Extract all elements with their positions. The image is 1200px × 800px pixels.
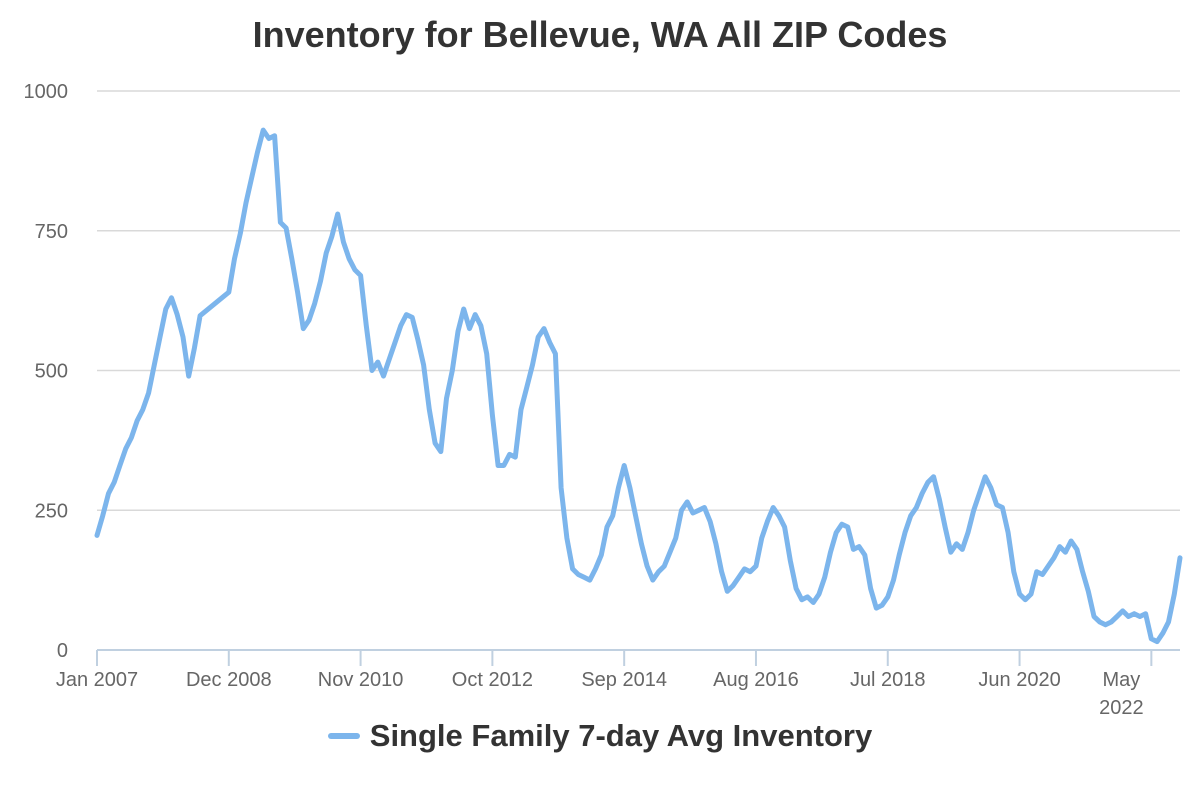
x-tick-label: Nov 2010: [318, 669, 404, 691]
x-tick-label: Oct 2012: [452, 669, 533, 691]
y-tick-label-500: 500: [35, 361, 68, 383]
chart-title: Inventory for Bellevue, WA All ZIP Codes: [252, 14, 948, 55]
y-tick-label-0: 0: [57, 640, 68, 662]
y-axis-labels: 0 250 500 750 1000: [24, 81, 69, 662]
x-tick-label: May 2022: [1099, 669, 1144, 719]
x-tick-label: Dec 2008: [186, 669, 272, 691]
x-axis-labels: Jan 2007 Dec 2008 Nov 2010 Oct 2012 Sep 2014…: [56, 669, 1144, 719]
y-tick-label-750: 750: [35, 221, 68, 243]
y-tick-label-250: 250: [35, 500, 68, 522]
x-axis: [96, 649, 1180, 666]
gridlines: [97, 90, 1180, 511]
x-tick-label: Sep 2014: [581, 669, 667, 691]
legend[interactable]: Single Family 7-day Avg Inventory: [0, 718, 1200, 754]
x-tick-label: Aug 2016: [713, 669, 799, 691]
legend-label-single-family[interactable]: Single Family 7-day Avg Inventory: [369, 718, 873, 753]
legend-swatch-icon: [327, 733, 360, 739]
series-layer: [94, 127, 1183, 645]
y-tick-label-1000: 1000: [24, 81, 69, 103]
x-tick-label: Jul 2018: [850, 669, 926, 691]
x-tick-label: Jan 2007: [56, 669, 138, 691]
x-tick-label: Jun 2020: [978, 669, 1060, 691]
series-line-single-family[interactable]: [94, 127, 1183, 645]
